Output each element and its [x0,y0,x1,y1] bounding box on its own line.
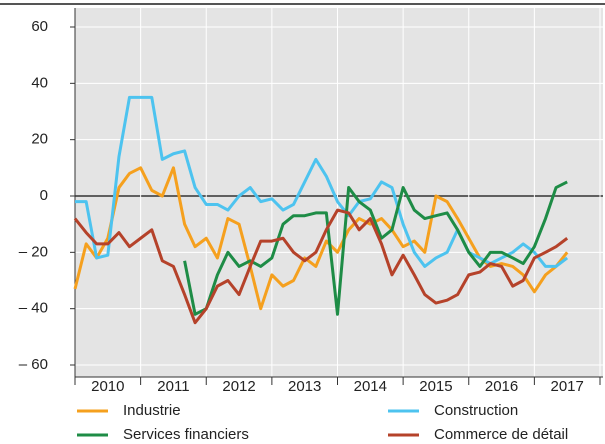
x-tick-label: 2010 [91,378,124,395]
legend-label: Industrie [123,402,181,419]
y-tick-label: 60 [31,18,48,35]
y-tick-label: – 40 [19,300,48,317]
y-tick-label: 20 [31,131,48,148]
y-tick-label: 40 [31,74,48,91]
x-tick-label: 2013 [288,378,321,395]
series-line [73,208,569,325]
x-tick-label: 2015 [419,378,452,395]
x-tick-label: 2017 [551,378,584,395]
x-tick-label: 2011 [157,378,189,395]
x-tick-label: 2014 [354,378,387,395]
x-tick-label: 2016 [485,378,518,395]
series-line [183,180,568,316]
y-tick-label: – 60 [19,356,48,373]
legend-label: Services financiers [123,426,249,443]
legend-label: Commerce de détail [434,426,568,443]
y-tick-label: – 20 [19,243,48,260]
x-tick-label: 2012 [222,378,255,395]
y-tick-label: 0 [40,187,48,204]
legend-label: Construction [434,402,518,419]
